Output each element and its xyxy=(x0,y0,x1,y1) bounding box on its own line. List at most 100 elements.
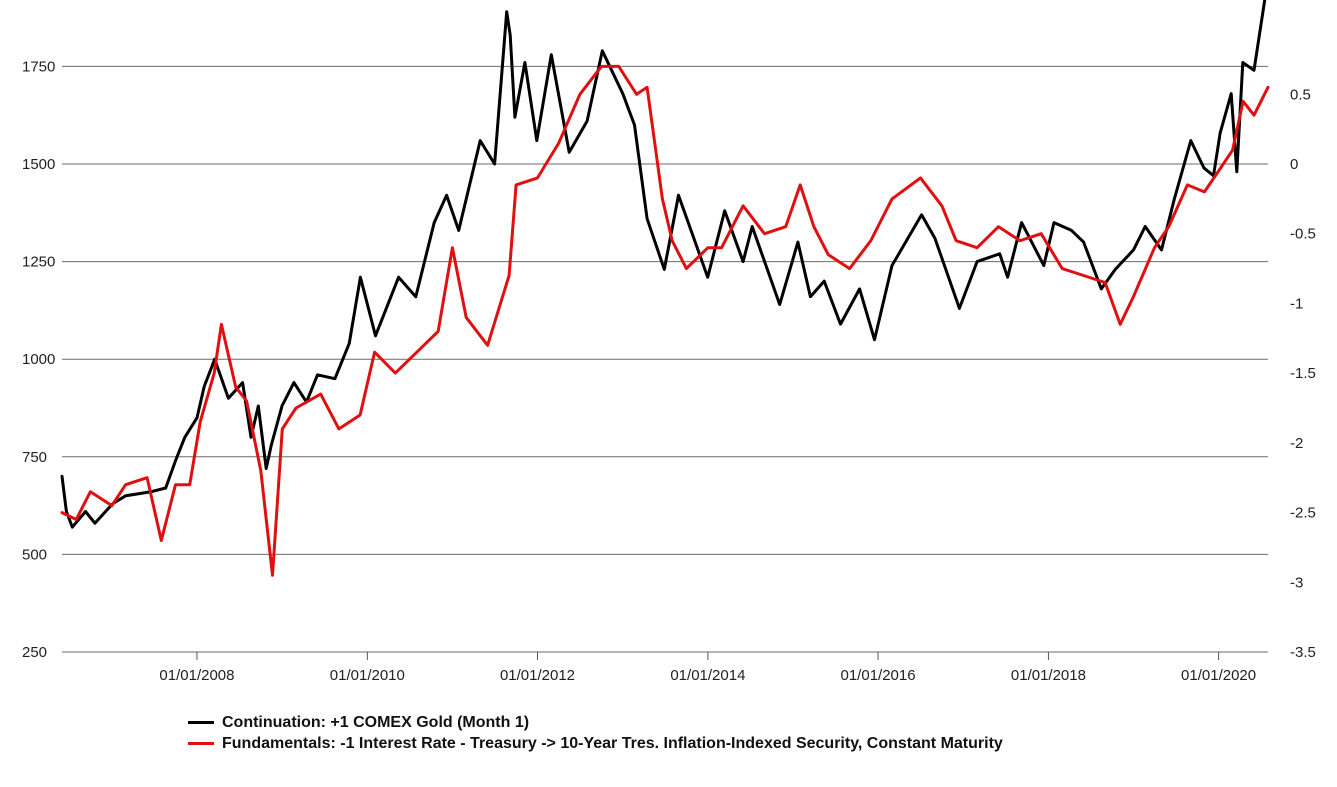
gold-data-point xyxy=(1219,132,1221,134)
gold-data-point xyxy=(61,475,63,478)
fundamentals-data-point xyxy=(416,351,418,354)
gold-data-point xyxy=(976,260,978,263)
gold-data-point xyxy=(164,487,167,489)
gold-data-point xyxy=(359,276,362,279)
legend-swatch-gold xyxy=(188,721,214,724)
fundamentals-data-point xyxy=(919,177,922,179)
fundamentals-data-point xyxy=(319,393,322,395)
gold-data-point xyxy=(633,124,636,126)
x-tick-label: 01/01/2016 xyxy=(841,667,916,684)
fundamentals-data-point xyxy=(174,483,177,486)
gold-data-point xyxy=(250,436,252,439)
fundamentals-data-point xyxy=(1082,274,1085,277)
fundamentals-data-point xyxy=(1267,86,1269,89)
gold-data-point xyxy=(433,221,436,224)
fundamentals-data-point xyxy=(997,225,1000,228)
fundamentals-data-point xyxy=(61,511,63,514)
gold-data-point xyxy=(998,253,1001,255)
fundamentals-data-point xyxy=(579,93,581,96)
gold-data-point xyxy=(524,61,526,64)
fundamentals-data-point xyxy=(245,400,248,402)
x-tick-label: 01/01/2012 xyxy=(500,667,575,684)
gold-data-point xyxy=(706,276,709,279)
fundamentals-data-point xyxy=(784,225,787,228)
fundamentals-data-point xyxy=(1061,267,1063,270)
fundamentals-data-point xyxy=(813,225,815,228)
x-tick-label: 01/01/2010 xyxy=(330,667,405,684)
x-tick-label: 01/01/2008 xyxy=(159,667,234,684)
gold-data-point xyxy=(479,139,482,142)
fundamentals-data-point xyxy=(295,407,297,409)
gold-data-point xyxy=(601,50,604,52)
y-right-tick-label: -3.5 xyxy=(1290,644,1316,661)
gold-data-point xyxy=(891,264,893,267)
gold-data-point xyxy=(536,139,538,142)
fundamentals-data-point xyxy=(359,414,361,416)
fundamentals-data-point xyxy=(1019,239,1021,242)
legend-item-gold[interactable]: Continuation: +1 COMEX Gold (Month 1) xyxy=(188,712,1003,733)
gold-data-point xyxy=(281,405,283,407)
gold-data-point xyxy=(509,34,512,36)
fundamentals-data-point xyxy=(827,253,829,256)
y-right-tick-label: -2 xyxy=(1290,435,1303,452)
y-left-tick-label: 1000 xyxy=(22,351,55,368)
fundamentals-data-point xyxy=(763,232,766,235)
x-tick-label: 01/01/2020 xyxy=(1181,667,1256,684)
fundamentals-data-point xyxy=(941,205,943,207)
fundamentals-data-point xyxy=(213,372,215,374)
fundamentals-data-point xyxy=(870,239,872,242)
fundamentals-data-point xyxy=(742,205,744,207)
fundamentals-data-point xyxy=(848,267,851,270)
fundamentals-data-point xyxy=(199,421,201,423)
fundamentals-data-point xyxy=(220,323,223,326)
fundamentals-data-point xyxy=(720,246,723,249)
gold-data-point xyxy=(457,229,460,232)
fundamentals-data-point xyxy=(557,142,560,144)
y-axis-right: -3.5 -3 -2.5 -2 -1.5 -1 -0.5 0 0.5 xyxy=(1290,86,1316,661)
gold-data-point xyxy=(858,288,861,290)
y-right-tick-label: -1.5 xyxy=(1290,365,1316,382)
gold-data-point xyxy=(723,210,726,212)
gold-data-point xyxy=(316,374,319,376)
legend-swatch-fundamentals xyxy=(188,742,214,745)
gold-data-point xyxy=(397,276,400,279)
gold-data-point xyxy=(958,307,961,310)
y-left-tick-label: 500 xyxy=(22,546,47,563)
fundamentals-data-point xyxy=(618,65,620,68)
fundamentals-data-point xyxy=(160,539,163,542)
y-axis-left: 250 500 750 1000 1250 1500 1750 xyxy=(22,58,55,661)
gold-data-point xyxy=(1070,229,1073,232)
legend-label-gold: Continuation: +1 COMEX Gold (Month 1) xyxy=(222,713,530,731)
legend-item-fundamentals[interactable]: Fundamentals: -1 Interest Rate - Treasur… xyxy=(188,733,1003,754)
gold-data-point xyxy=(1236,171,1238,173)
x-tick-label: 01/01/2014 xyxy=(670,667,745,684)
y-left-tick-label: 1500 xyxy=(22,156,55,173)
fundamentals-data-point xyxy=(671,239,673,242)
gold-data-point xyxy=(265,467,268,470)
fundamentals-data-point xyxy=(111,504,113,507)
gold-data-point xyxy=(505,10,508,13)
gold-data-point xyxy=(1132,249,1135,251)
y-right-tick-label: -3 xyxy=(1290,574,1303,591)
fundamentals-data-point xyxy=(1231,149,1234,151)
fundamentals-data-point xyxy=(1104,281,1106,284)
y-left-tick-label: 1750 xyxy=(22,58,55,75)
fundamentals-data-point xyxy=(536,177,539,179)
gold-data-point xyxy=(1043,264,1045,267)
fundamentals-data-point xyxy=(394,372,397,374)
fundamentals-data-point xyxy=(508,274,510,277)
y-right-tick-label: 0 xyxy=(1290,156,1298,173)
fundamentals-data-point xyxy=(338,428,340,430)
gold-data-point xyxy=(1114,268,1117,271)
fundamentals-data-point xyxy=(1217,170,1220,172)
gold-data-point xyxy=(1082,241,1085,243)
gold-data-point xyxy=(334,377,336,380)
fundamentals-data-point xyxy=(260,469,262,472)
fundamentals-data-point xyxy=(271,574,274,577)
fundamentals-data-point xyxy=(976,246,978,249)
fundamentals-data-point xyxy=(1119,323,1121,326)
legend-label-fundamentals: Fundamentals: -1 Interest Rate - Treasur… xyxy=(222,734,1003,752)
fundamentals-data-point xyxy=(437,330,440,333)
fundamentals-data-point xyxy=(486,344,489,347)
gold-data-point xyxy=(1203,167,1205,169)
